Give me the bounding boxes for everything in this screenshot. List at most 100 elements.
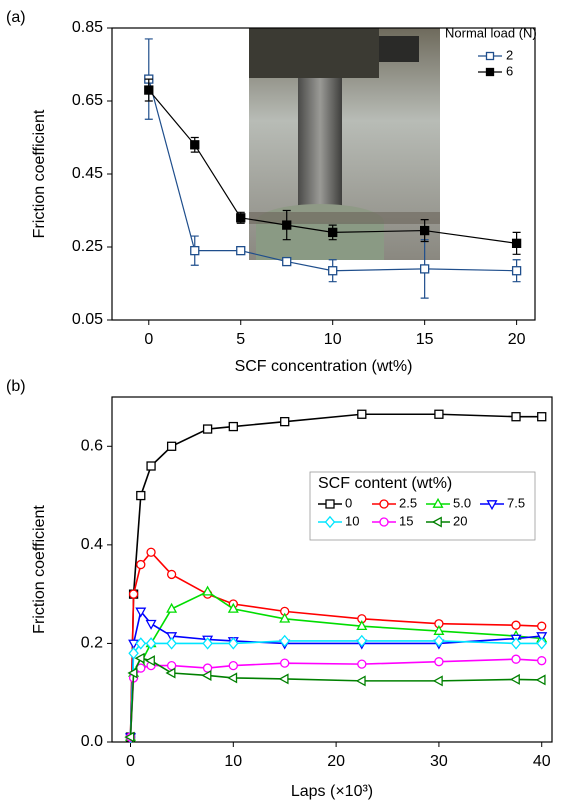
- marker: [434, 657, 444, 667]
- marker: [355, 675, 366, 687]
- y-tick-label: 0.45: [72, 165, 103, 182]
- marker: [202, 424, 213, 434]
- y-tick-label: 0.0: [81, 733, 103, 750]
- legend-label: 0: [345, 495, 352, 510]
- y-axis-label: Friction coefficient: [31, 109, 48, 238]
- marker: [432, 675, 443, 687]
- marker: [136, 490, 146, 501]
- marker: [282, 256, 292, 267]
- marker: [282, 220, 292, 230]
- marker: [537, 621, 547, 631]
- marker: [535, 674, 546, 686]
- marker: [357, 659, 367, 669]
- marker: [537, 412, 547, 422]
- marker: [236, 245, 246, 256]
- marker: [356, 620, 368, 631]
- marker: [166, 632, 178, 643]
- plot-frame: [111, 396, 553, 743]
- marker: [146, 547, 156, 557]
- marker: [236, 213, 246, 223]
- marker: [356, 634, 368, 648]
- marker: [278, 673, 289, 685]
- marker: [228, 421, 238, 432]
- marker: [279, 612, 291, 623]
- x-tick-label: 10: [224, 753, 242, 770]
- marker: [509, 673, 520, 685]
- marker: [202, 585, 214, 596]
- legend-label: 7.5: [507, 495, 525, 510]
- y-tick-label: 0.2: [81, 635, 103, 652]
- series-line: [129, 551, 542, 738]
- legend-label: 6: [506, 63, 513, 78]
- legend-marker: [324, 515, 336, 529]
- marker: [146, 461, 156, 471]
- marker: [328, 227, 338, 238]
- marker: [165, 667, 176, 679]
- marker: [328, 266, 338, 276]
- marker: [136, 559, 146, 570]
- legend-marker: [431, 516, 442, 528]
- marker: [511, 266, 522, 276]
- x-tick-label: 20: [327, 753, 345, 770]
- x-tick-label: 0: [144, 331, 153, 348]
- marker: [511, 412, 521, 422]
- marker: [228, 637, 239, 650]
- marker: [166, 602, 178, 613]
- marker: [227, 672, 238, 684]
- legend-label: 5.0: [453, 495, 471, 510]
- marker: [201, 669, 212, 681]
- x-axis-label: SCF concentration (wt%): [235, 358, 413, 375]
- y-tick-label: 0.6: [81, 438, 103, 455]
- legend-marker: [379, 517, 389, 527]
- legend-label: 10: [345, 513, 359, 528]
- legend-box: [309, 471, 536, 541]
- legend-marker: [325, 499, 335, 509]
- x-tick-label: 10: [324, 331, 342, 348]
- marker: [128, 647, 139, 660]
- marker: [190, 140, 200, 150]
- legend-label: 20: [453, 513, 467, 528]
- marker: [144, 655, 155, 667]
- inset-photo: [249, 28, 440, 260]
- x-tick-label: 5: [236, 331, 245, 348]
- marker: [135, 607, 147, 618]
- x-tick-label: 15: [416, 331, 434, 348]
- x-tick-label: 20: [508, 331, 526, 348]
- y-tick-label: 0.05: [72, 311, 103, 328]
- marker: [145, 619, 157, 630]
- marker: [227, 602, 239, 613]
- y-tick-label: 0.85: [72, 19, 103, 36]
- marker: [166, 637, 177, 650]
- legend-marker: [432, 497, 444, 508]
- marker: [511, 654, 521, 664]
- marker: [190, 245, 200, 256]
- marker: [134, 652, 145, 664]
- marker: [202, 637, 213, 650]
- marker: [144, 85, 154, 95]
- marker: [433, 624, 445, 635]
- marker: [145, 637, 157, 650]
- legend-marker: [485, 51, 495, 61]
- marker: [127, 667, 138, 679]
- legend-label: 15: [399, 513, 413, 528]
- series-line: [129, 657, 542, 738]
- marker: [433, 634, 445, 648]
- marker: [420, 264, 430, 274]
- marker: [135, 637, 147, 650]
- marker: [357, 409, 367, 419]
- x-tick-label: 0: [126, 753, 135, 770]
- x-tick-label: 30: [430, 753, 448, 770]
- legend-title: SCF content (wt%): [318, 475, 452, 492]
- series-line: [129, 658, 542, 738]
- marker: [434, 409, 444, 419]
- legend-label: 2.5: [399, 495, 417, 510]
- marker: [420, 225, 430, 236]
- marker: [202, 663, 213, 673]
- panel-label: (b): [6, 378, 26, 395]
- y-axis-label: Friction coefficient: [31, 505, 48, 634]
- marker: [280, 416, 290, 427]
- series-line: [129, 413, 542, 738]
- marker: [166, 441, 177, 451]
- x-tick-label: 40: [533, 753, 551, 770]
- series-line: [129, 640, 542, 738]
